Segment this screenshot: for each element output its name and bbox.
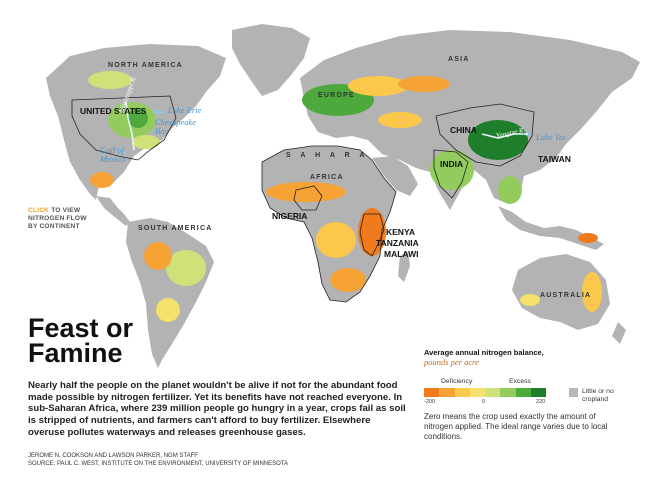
us-southeast-cropland (132, 135, 160, 149)
legend-excess-label: Excess (509, 378, 531, 385)
label-north-america: NORTH AMERICA (108, 62, 183, 69)
legend-no-cropland-swatch (569, 388, 578, 397)
click-note-line3: BY CONTINENT (28, 223, 80, 230)
label-lake-tai: Lake Tai (536, 132, 566, 142)
us-midwest-excess (128, 108, 148, 128)
greenland (232, 24, 310, 96)
label-nigeria[interactable]: NIGERIA (272, 211, 308, 221)
title-line-2: Famine (28, 338, 123, 368)
europe-asia-landmass (300, 30, 640, 210)
page-title: Feast or Famine (28, 313, 228, 368)
kenya-tanzania-malawi-outline (359, 213, 385, 257)
label-europe: EUROPE (318, 92, 355, 99)
india-cropland (430, 150, 474, 190)
mexico-cropland (90, 172, 114, 188)
legend-tick-min: -200 (424, 399, 436, 405)
label-lake-erie: Lake Erie (168, 105, 202, 115)
label-africa: AFRICA (310, 174, 344, 181)
africa-outline (261, 145, 397, 303)
legend-scale-step-6 (515, 388, 531, 397)
water-features (153, 110, 531, 136)
south-america-deficit (144, 242, 172, 270)
legend-scale-row: Deficiency Excess -200 0 220 Little or n… (424, 378, 634, 408)
central-america-landmass (96, 196, 130, 226)
label-south-america: SOUTH AMERICA (138, 225, 213, 232)
legend-tick-zero: 0 (482, 399, 486, 405)
intro-paragraph: Nearly half the people on the planet wou… (28, 380, 406, 438)
legend-title: Average annual nitrogen balance, (424, 348, 544, 357)
credits: JEROME N. COOKSON AND LAWSON PARKER, NGM… (28, 453, 288, 468)
click-highlight[interactable]: CLICK (28, 207, 50, 214)
click-note-line2: NITROGEN FLOW (28, 215, 87, 222)
argentina-cropland (156, 298, 180, 322)
credit-line-2: SOURCE: PAUL C. WEST, INSTITUTE ON THE E… (28, 460, 289, 467)
legend-units: pounds per acre (424, 357, 479, 367)
yangtze-river-line (481, 133, 528, 139)
brazil-cropland (166, 250, 206, 286)
legend-deficiency-label: Deficiency (441, 378, 473, 385)
mississippi-river-line (125, 101, 135, 151)
legend-scale-step-7 (530, 388, 546, 397)
label-gulf-of-mexico: Gulf of Mexico (100, 145, 126, 164)
new-guinea-cropland (578, 233, 598, 243)
click-to-view-note[interactable]: CLICK TO VIEW NITROGEN FLOW BY CONTINENT (28, 207, 87, 231)
australia-cropland (582, 272, 602, 312)
japan (554, 100, 572, 134)
cropland-overlay (88, 71, 602, 322)
label-united-states[interactable]: UNITED STATES (80, 106, 147, 116)
united-states-outline (71, 95, 177, 161)
madagascar (398, 252, 410, 282)
china-cropland (468, 120, 528, 160)
russia-steppe-cropland (398, 76, 450, 92)
indonesia-islands (498, 206, 604, 250)
label-chesapeake-bay: Chesapeake Bay (155, 117, 197, 136)
nigeria-outline (293, 185, 323, 211)
rivers (125, 101, 528, 151)
legend-note: Zero means the crop used exactly the amo… (424, 412, 608, 441)
legend-scale-step-5 (500, 388, 516, 397)
legend-no-cropland-label: Little or no cropland (582, 388, 614, 403)
label-malawi[interactable]: MALAWI (384, 249, 419, 259)
legend-color-scale (424, 388, 546, 397)
central-africa-cropland (316, 222, 356, 258)
label-sahara: S A H A R A (286, 152, 369, 159)
label-tanzania[interactable]: TANZANIA (376, 238, 419, 248)
eastern-europe-cropland (348, 76, 408, 96)
legend-scale-step-3 (469, 388, 485, 397)
central-asia-cropland (378, 112, 422, 128)
credit-line-1: JEROME N. COOKSON AND LAWSON PARKER, NGM… (28, 453, 198, 459)
legend: Average annual nitrogen balance, pounds … (424, 348, 634, 442)
lake-erie-shape (153, 110, 163, 114)
new-zealand (612, 322, 626, 344)
title-line-1: Feast or (28, 313, 134, 343)
legend-scale-step-4 (485, 388, 501, 397)
legend-tick-max: 220 (536, 399, 546, 405)
label-asia: ASIA (448, 56, 470, 63)
india-outline (433, 149, 469, 199)
china-outline (435, 103, 535, 167)
legend-scale-step-1 (439, 388, 455, 397)
legend-scale-step-0 (424, 388, 440, 397)
east-africa-cropland (358, 208, 386, 256)
southeast-asia-cropland (498, 176, 522, 204)
sahel-cropland (266, 182, 346, 202)
label-india[interactable]: INDIA (440, 159, 464, 169)
southern-africa-cropland (330, 268, 366, 292)
australia-landmass (512, 254, 610, 330)
click-note-rest: TO VIEW (51, 207, 81, 214)
highlighted-borders (71, 95, 535, 303)
legend-scale-step-2 (454, 388, 470, 397)
australia-southwest-cropland (520, 294, 540, 306)
label-australia: AUSTRALIA (540, 292, 592, 299)
label-china[interactable]: CHINA (450, 125, 477, 135)
label-kenya[interactable]: KENYA (386, 227, 415, 237)
label-taiwan[interactable]: TAIWAN (538, 154, 571, 164)
canada-prairies-cropland (88, 71, 132, 89)
arabia-landmass (372, 156, 418, 196)
